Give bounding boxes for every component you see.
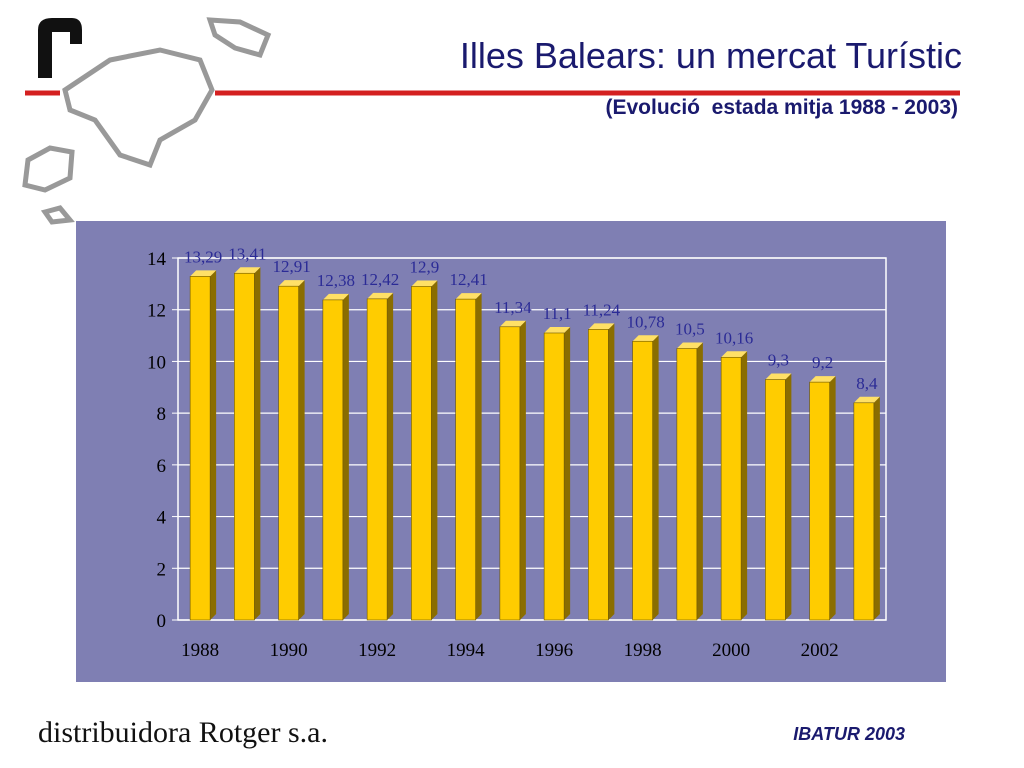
bar-side [652,335,659,620]
value-label: 12,9 [410,257,440,276]
bar-side [387,292,394,620]
value-label: 9,2 [812,353,833,372]
bar-top [411,280,438,287]
value-label: 11,24 [583,300,621,319]
x-tick-label: 1990 [270,640,308,661]
bar [720,356,742,621]
value-label: 12,38 [317,271,355,290]
bar-top [367,292,394,299]
bar-side [298,280,305,620]
bar-side [696,342,703,620]
bar-top [455,293,482,300]
bar [366,298,388,621]
bar-top [278,280,305,287]
value-label: 11,1 [543,304,572,323]
y-tick-label: 8 [157,404,167,425]
value-label: 12,91 [273,257,311,276]
bar-side [431,280,438,620]
bar-top [853,396,880,403]
y-tick-label: 0 [157,611,167,632]
x-tick-label: 1998 [624,640,662,661]
bar-side [873,396,880,620]
bar-top [721,351,748,358]
bar [411,286,432,621]
value-label: 11,34 [494,298,532,317]
y-tick-label: 14 [147,249,167,270]
bar-top [190,270,217,277]
bar [278,285,299,621]
bar-top [765,373,792,380]
bar [189,276,211,621]
value-label: 12,42 [361,270,399,289]
bar-side [608,323,615,620]
bar [322,299,344,621]
value-label: 13,29 [184,247,222,266]
source: IBATUR 2003 [793,724,905,744]
title: Illes Balears: un mercat Turístic [460,35,962,76]
value-label: 10,78 [627,312,665,331]
bar-top [234,267,261,274]
x-tick-label: 1994 [447,640,486,661]
subtitle: (Evolució estada mitja 1988 - 2003) [606,96,959,119]
bar [809,381,830,621]
bar [853,402,875,621]
bar-side [785,373,792,620]
bar-top [632,335,659,342]
bar [588,329,609,621]
y-tick-label: 4 [157,508,167,529]
logo [38,18,82,78]
bar-side [829,376,836,620]
value-label: 10,16 [715,328,753,347]
company: distribuidora Rotger s.a. [38,716,328,749]
bar [676,348,698,621]
bar-side [564,326,571,620]
x-tick-label: 1996 [535,640,573,661]
bar-side [519,320,526,620]
bar-top [499,320,526,327]
bar [234,272,255,621]
bar-top [676,342,703,349]
y-tick-label: 12 [147,301,166,322]
y-tick-label: 10 [147,352,166,373]
bar-side [210,270,217,620]
bar [499,326,521,621]
value-label: 9,3 [768,351,789,370]
bar [765,379,786,621]
y-tick-label: 2 [157,559,167,580]
value-label: 12,41 [450,270,488,289]
bar-side [475,293,482,620]
bar-top [544,326,571,333]
plot: 0 2 4 6 8 10 12 14 1988 13,29 13,41 1990 12,91 12,38 1… [147,244,887,661]
value-label: 10,5 [675,320,705,339]
y-tick-label: 6 [157,456,167,477]
islands-map [22,17,272,225]
x-tick-label: 1992 [358,640,396,661]
x-tick-label: 2000 [712,640,750,661]
bar-side [741,351,748,620]
value-label: 13,41 [228,244,266,263]
x-tick-label: 2002 [801,640,839,661]
bar-side [342,293,349,620]
bar-top [809,376,836,383]
bar [543,332,565,621]
bar-top [322,293,349,300]
bar-top [588,323,615,330]
bar-side [254,267,261,620]
bar [455,298,476,621]
x-tick-label: 1988 [181,640,219,661]
bar [632,340,653,621]
value-label: 8,4 [856,374,878,393]
